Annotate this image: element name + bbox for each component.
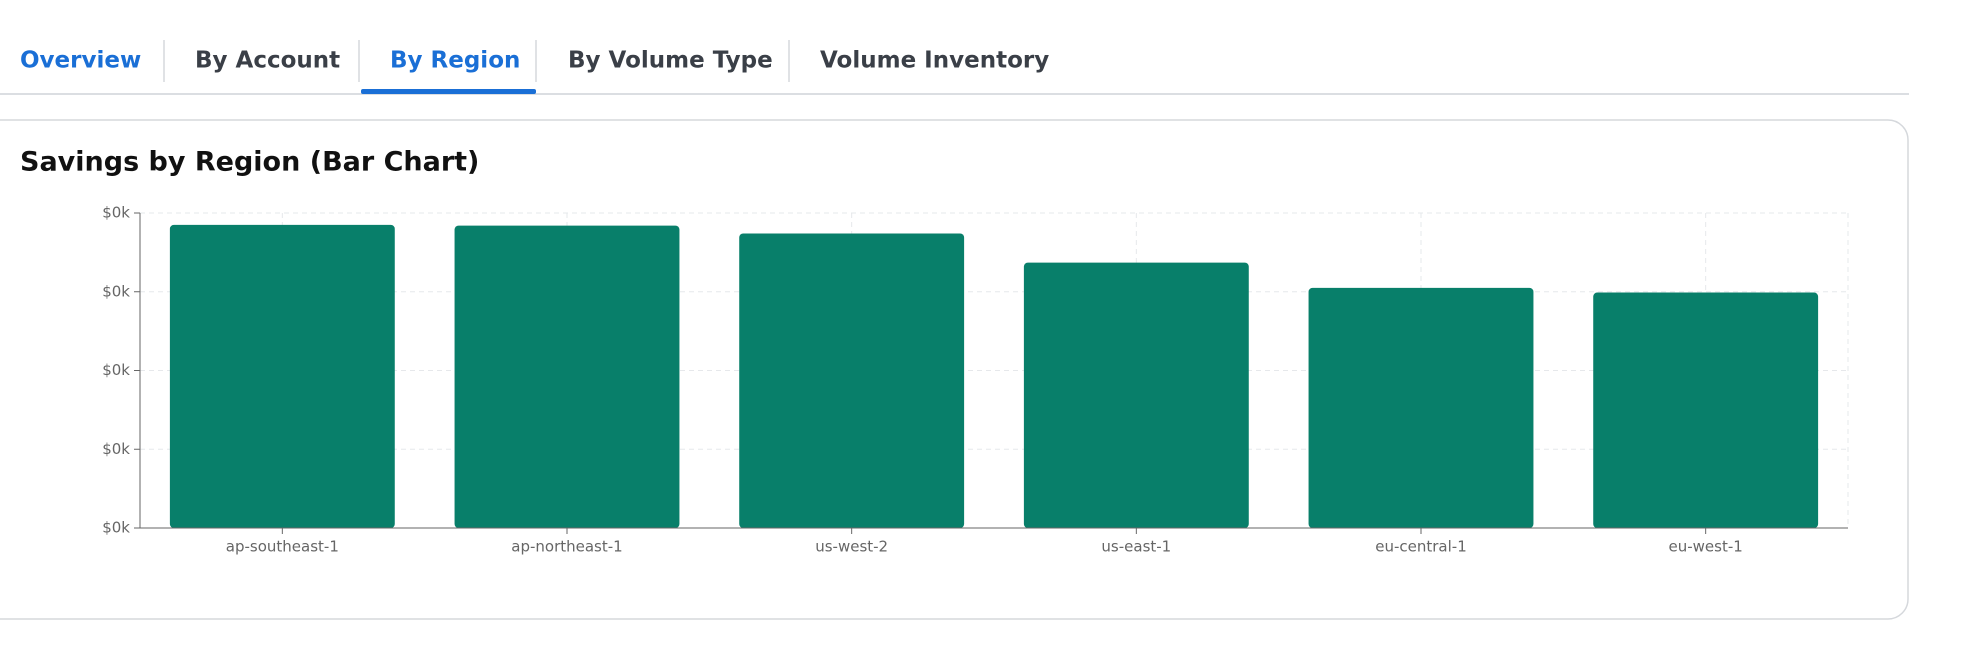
y-tick-label: $0k — [102, 204, 130, 222]
x-tick-label: eu-central-1 — [1375, 538, 1467, 556]
tab-active[interactable]: By Region — [390, 48, 520, 74]
bar — [169, 224, 395, 528]
tab-underline — [361, 89, 536, 94]
x-tick-label: ap-southeast-1 — [226, 538, 339, 556]
x-tick-label: eu-west-1 — [1669, 538, 1743, 556]
chart-title: Savings by Region (Bar Chart) — [20, 147, 479, 178]
tab[interactable]: Volume Inventory — [820, 48, 1049, 74]
y-tick-label: $0k — [102, 282, 130, 300]
plot: $0k $0k $0k $0k $0k ap-southeast-1 ap-northeas… — [102, 204, 1849, 556]
tab[interactable]: By Volume Type — [568, 48, 773, 74]
bar — [1593, 292, 1819, 528]
bar — [454, 225, 680, 528]
bar — [739, 233, 965, 528]
x-tick-label: us-west-2 — [815, 538, 888, 556]
tab[interactable]: Overview — [20, 48, 141, 74]
x-tick-label: ap-northeast-1 — [511, 538, 622, 556]
bar — [1308, 287, 1534, 528]
y-tick-label: $0k — [102, 361, 130, 379]
y-tick-label: $0k — [102, 440, 130, 458]
x-tick-label: us-east-1 — [1101, 538, 1171, 556]
tab[interactable]: By Account — [195, 48, 340, 74]
bar — [1023, 262, 1249, 528]
y-tick-label: $0k — [102, 519, 130, 537]
